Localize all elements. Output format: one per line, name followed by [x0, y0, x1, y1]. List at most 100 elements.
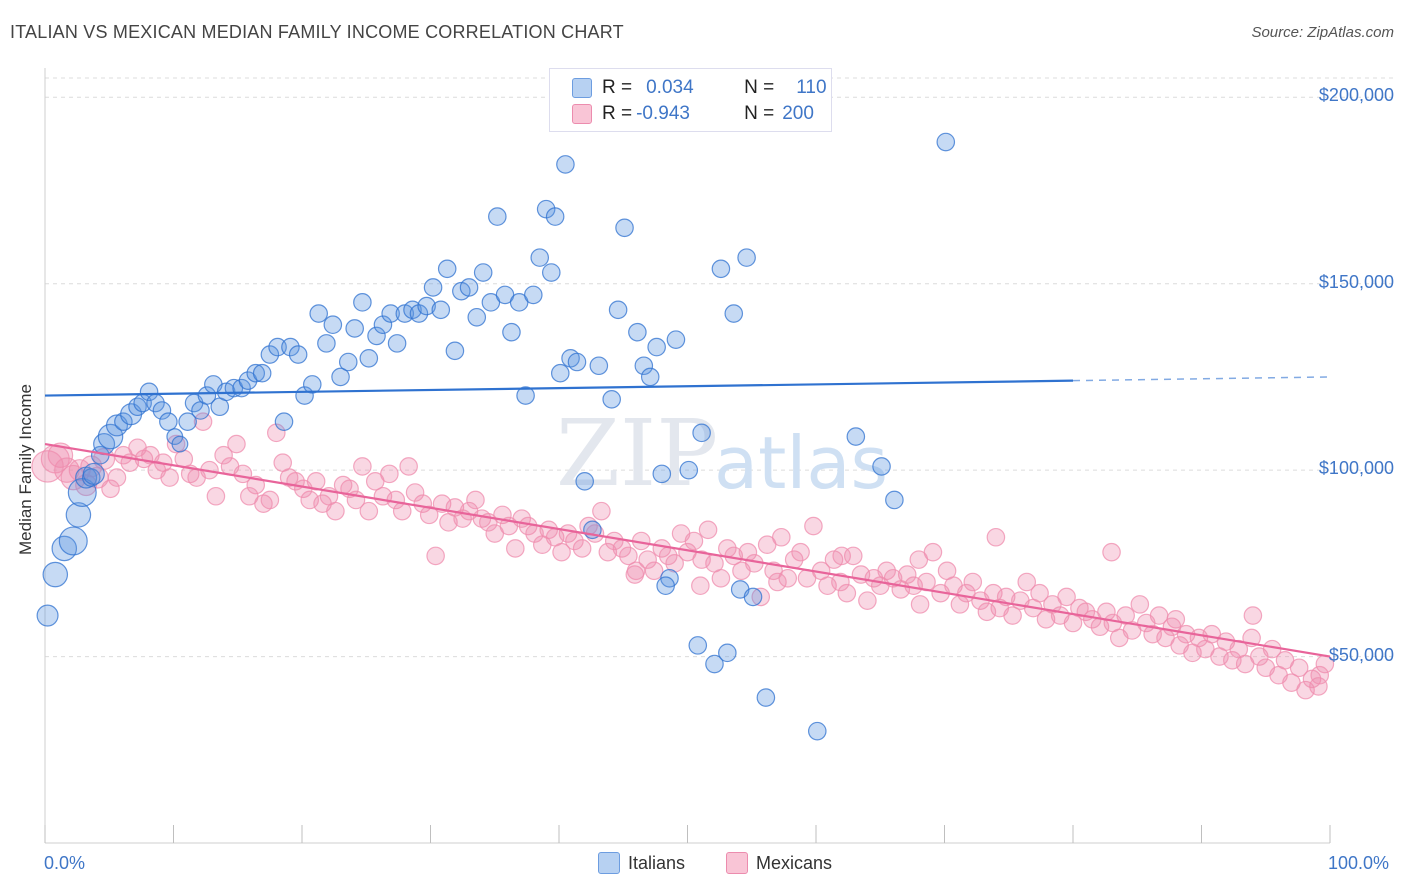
- mexican-point: [214, 445, 233, 465]
- mexican-point: [963, 572, 983, 592]
- mexican-point: [107, 468, 127, 487]
- italian-point: [872, 457, 891, 476]
- italian-point: [936, 132, 956, 152]
- italian-point: [437, 259, 457, 279]
- italian-point: [302, 375, 322, 394]
- mexican-point: [1102, 542, 1121, 562]
- italian-point: [373, 315, 393, 335]
- italian-point: [634, 356, 654, 376]
- italian-point: [488, 207, 507, 226]
- mexican-point: [832, 546, 851, 566]
- watermark-zip: ZIP: [556, 400, 718, 507]
- mexican-point: [768, 572, 787, 592]
- italian-point: [550, 363, 570, 383]
- mexican-point: [804, 516, 823, 536]
- italian-point: [688, 636, 708, 655]
- italian-point: [530, 248, 550, 267]
- italian-point: [281, 337, 300, 357]
- r-label: R =: [602, 103, 633, 124]
- italian-point: [178, 412, 197, 431]
- mexican-point: [306, 472, 326, 491]
- italian-point: [885, 490, 904, 510]
- italian-point: [58, 526, 88, 556]
- axes: [44, 68, 1331, 844]
- r-value: 0.034: [646, 77, 694, 98]
- italians-swatch: [572, 78, 592, 98]
- italian-point: [409, 304, 429, 323]
- italian-point: [387, 334, 407, 353]
- mexican-point: [380, 464, 399, 484]
- italian-point: [640, 367, 660, 387]
- italian-point: [467, 307, 487, 327]
- mexican-point: [772, 527, 791, 547]
- italian-point: [288, 345, 308, 364]
- mexican-point: [909, 550, 929, 569]
- italian-point: [724, 304, 744, 323]
- mexican-point: [691, 576, 710, 596]
- mexican-point: [193, 412, 213, 431]
- mexican-point: [572, 539, 592, 558]
- italian-point: [737, 248, 756, 267]
- italian-point: [567, 352, 587, 372]
- italian-point: [502, 322, 521, 342]
- mexican-point: [1166, 609, 1186, 629]
- italian-point: [367, 326, 386, 346]
- r-label: R =: [602, 77, 633, 98]
- mexican-point: [1130, 595, 1150, 614]
- mexican-point: [426, 546, 445, 566]
- italian-point: [274, 412, 294, 431]
- italian-point: [252, 363, 272, 383]
- n-label: N =: [744, 103, 775, 124]
- mexican-point: [47, 442, 74, 469]
- mexican-point: [1017, 572, 1037, 592]
- italian-point: [602, 390, 621, 409]
- legend-italians-label: Italians: [628, 852, 686, 873]
- italian-point: [97, 423, 124, 450]
- italian-point: [381, 304, 400, 323]
- mexican-point: [877, 561, 896, 581]
- x-tick-max: 100.0%: [1328, 853, 1390, 873]
- italian-point: [575, 472, 594, 491]
- mexican-point: [353, 457, 372, 476]
- legend-mexicans-label: Mexicans: [756, 852, 833, 873]
- italian-point: [345, 319, 364, 338]
- italian-point: [139, 382, 159, 402]
- y-tick-label: $100,000: [1318, 458, 1394, 479]
- mexican-point: [1003, 606, 1022, 625]
- legend-italians: Italians: [598, 852, 685, 874]
- mexican-point: [1057, 587, 1076, 607]
- italian-point: [309, 304, 329, 323]
- mexican-point: [359, 501, 379, 521]
- italian-point: [317, 334, 336, 353]
- italian-point: [36, 604, 59, 627]
- italian-point: [647, 337, 666, 357]
- italian-point: [445, 341, 465, 361]
- italian-point: [589, 356, 609, 376]
- mexican-point: [326, 501, 345, 521]
- italian-point: [628, 322, 647, 342]
- source-label: Source: ZipAtlas.com: [1251, 24, 1394, 41]
- italian-point: [417, 296, 436, 316]
- italian-point: [338, 352, 358, 372]
- n-value: 200: [782, 103, 814, 124]
- mexican-point: [419, 505, 439, 525]
- mexican-point: [831, 572, 850, 592]
- mexicans-swatch: [572, 104, 592, 124]
- mexican-point: [910, 595, 930, 614]
- mexican-point: [858, 591, 877, 610]
- chart-title: ITALIAN VS MEXICAN MEDIAN FAMILY INCOME …: [10, 22, 624, 42]
- mexican-point: [466, 490, 485, 510]
- italian-point: [423, 278, 443, 297]
- mexican-point: [837, 583, 857, 603]
- italian-point: [545, 207, 565, 226]
- italian-point: [608, 300, 628, 320]
- mexican-point: [626, 561, 646, 581]
- italian-point: [656, 576, 675, 596]
- mexican-point: [897, 565, 917, 584]
- italian-point: [359, 348, 379, 368]
- mexican-point: [160, 468, 179, 487]
- mexican-point: [1243, 606, 1263, 625]
- italian-point: [197, 386, 217, 405]
- mexican-point: [598, 542, 618, 562]
